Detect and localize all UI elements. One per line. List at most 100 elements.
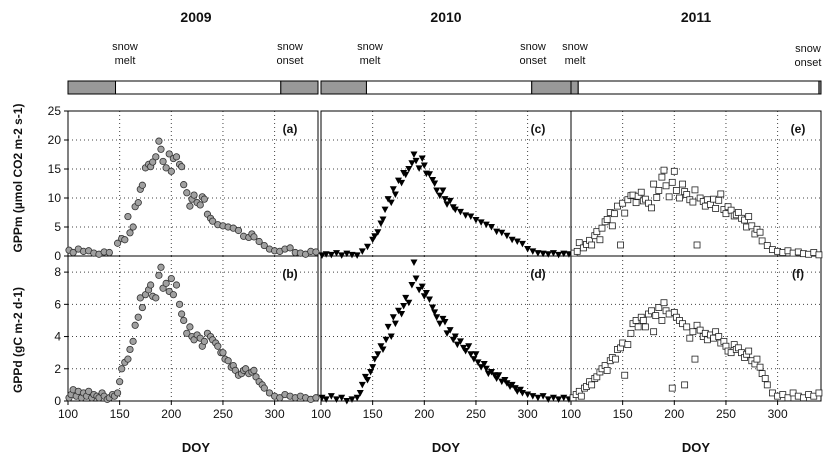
data-point [425, 171, 433, 178]
data-point [332, 396, 340, 403]
snow-segment-2009-1 [115, 80, 282, 95]
data-point [113, 389, 122, 397]
data-point [815, 389, 823, 397]
data-point [465, 343, 473, 350]
snow-segment-2011-0 [570, 80, 579, 95]
snow-labels: snow melt snow onset snow melt snow onset sn… [112, 41, 821, 69]
data-point [672, 187, 680, 194]
data-point [118, 365, 126, 373]
y-tick-label: 15 [48, 162, 62, 176]
data-point [167, 274, 175, 283]
data-point [627, 329, 635, 337]
data-point [418, 283, 426, 291]
data-point [155, 137, 163, 145]
data-point [255, 237, 263, 246]
series-b [65, 263, 320, 403]
data-point [686, 334, 694, 342]
data-point [200, 337, 208, 345]
data-point [343, 250, 351, 258]
data-point [129, 337, 137, 345]
data-point [338, 394, 346, 402]
snow-segment-2009-0 [67, 80, 117, 95]
x-tick-label: 250 [716, 407, 736, 421]
data-point [665, 193, 673, 201]
data-point [250, 233, 258, 241]
data-point [410, 259, 418, 266]
data-point [169, 291, 177, 299]
data-point [180, 181, 188, 189]
data-point [224, 357, 232, 365]
data-point [219, 349, 227, 357]
x-tick-label: 100 [561, 407, 581, 421]
data-point [549, 394, 557, 402]
data-point [162, 164, 170, 172]
data-point [632, 199, 640, 207]
data-point [234, 226, 243, 235]
data-point [343, 398, 351, 405]
data-point [588, 381, 596, 389]
data-point [387, 199, 395, 207]
data-point [660, 299, 668, 307]
data-point [691, 186, 699, 194]
snow-melt-label-2010: snow melt [357, 41, 383, 67]
data-point [560, 394, 568, 402]
x-axis-labels: DOY DOY DOY [182, 440, 711, 455]
data-point [593, 228, 601, 236]
data-point [162, 279, 170, 287]
panel-label-e: (e) [791, 122, 806, 136]
y-axis-label-gppd: GPPd (gC m-2 d-1) [11, 287, 25, 393]
data-point [436, 192, 444, 200]
series-a [65, 137, 320, 258]
data-point [534, 394, 542, 402]
x-tick-label: 150 [110, 407, 130, 421]
data-point [433, 187, 441, 194]
data-point [138, 181, 146, 189]
data-point [668, 384, 676, 392]
data-point [152, 294, 160, 302]
data-point [761, 375, 769, 382]
data-point [398, 311, 406, 318]
data-point [451, 206, 459, 214]
data-point [418, 155, 426, 163]
data-point [260, 241, 268, 250]
data-point [348, 251, 356, 259]
data-point [126, 229, 134, 237]
data-point [588, 241, 596, 249]
data-point [472, 351, 480, 358]
data-point [462, 212, 470, 219]
year-titles: 2009 2010 2011 [180, 9, 711, 25]
data-point [655, 304, 663, 311]
data-point [431, 309, 439, 316]
x-tick-label: 200 [414, 407, 434, 421]
snow-cover-bar [67, 80, 822, 95]
data-point [422, 290, 430, 297]
x-tick-label: 150 [613, 407, 633, 421]
data-point [693, 241, 701, 249]
data-point [689, 328, 697, 336]
data-point [603, 216, 611, 223]
panel-frame [570, 110, 822, 257]
data-point [439, 187, 447, 194]
data-point [495, 372, 503, 379]
data-point [155, 271, 163, 279]
data-point [147, 281, 155, 289]
data-point [652, 312, 660, 320]
data-point [691, 355, 699, 363]
data-point [425, 296, 433, 303]
x-tick-label: 300 [768, 407, 788, 421]
data-point [369, 364, 377, 371]
data-point [722, 210, 730, 218]
data-point [487, 224, 495, 231]
data-point [603, 366, 611, 374]
data-point [513, 238, 521, 245]
data-point [172, 153, 181, 161]
data-point [398, 179, 406, 187]
data-point [658, 317, 666, 324]
x-tick-label: 100 [311, 407, 331, 421]
data-point [412, 157, 420, 165]
data-point [410, 151, 418, 158]
data-point [186, 202, 194, 210]
panel-b: 0 2 4 6 8 100 150 200 250 300 [54, 255, 319, 421]
data-point [610, 210, 618, 218]
y-tick-label: 25 [48, 104, 62, 118]
